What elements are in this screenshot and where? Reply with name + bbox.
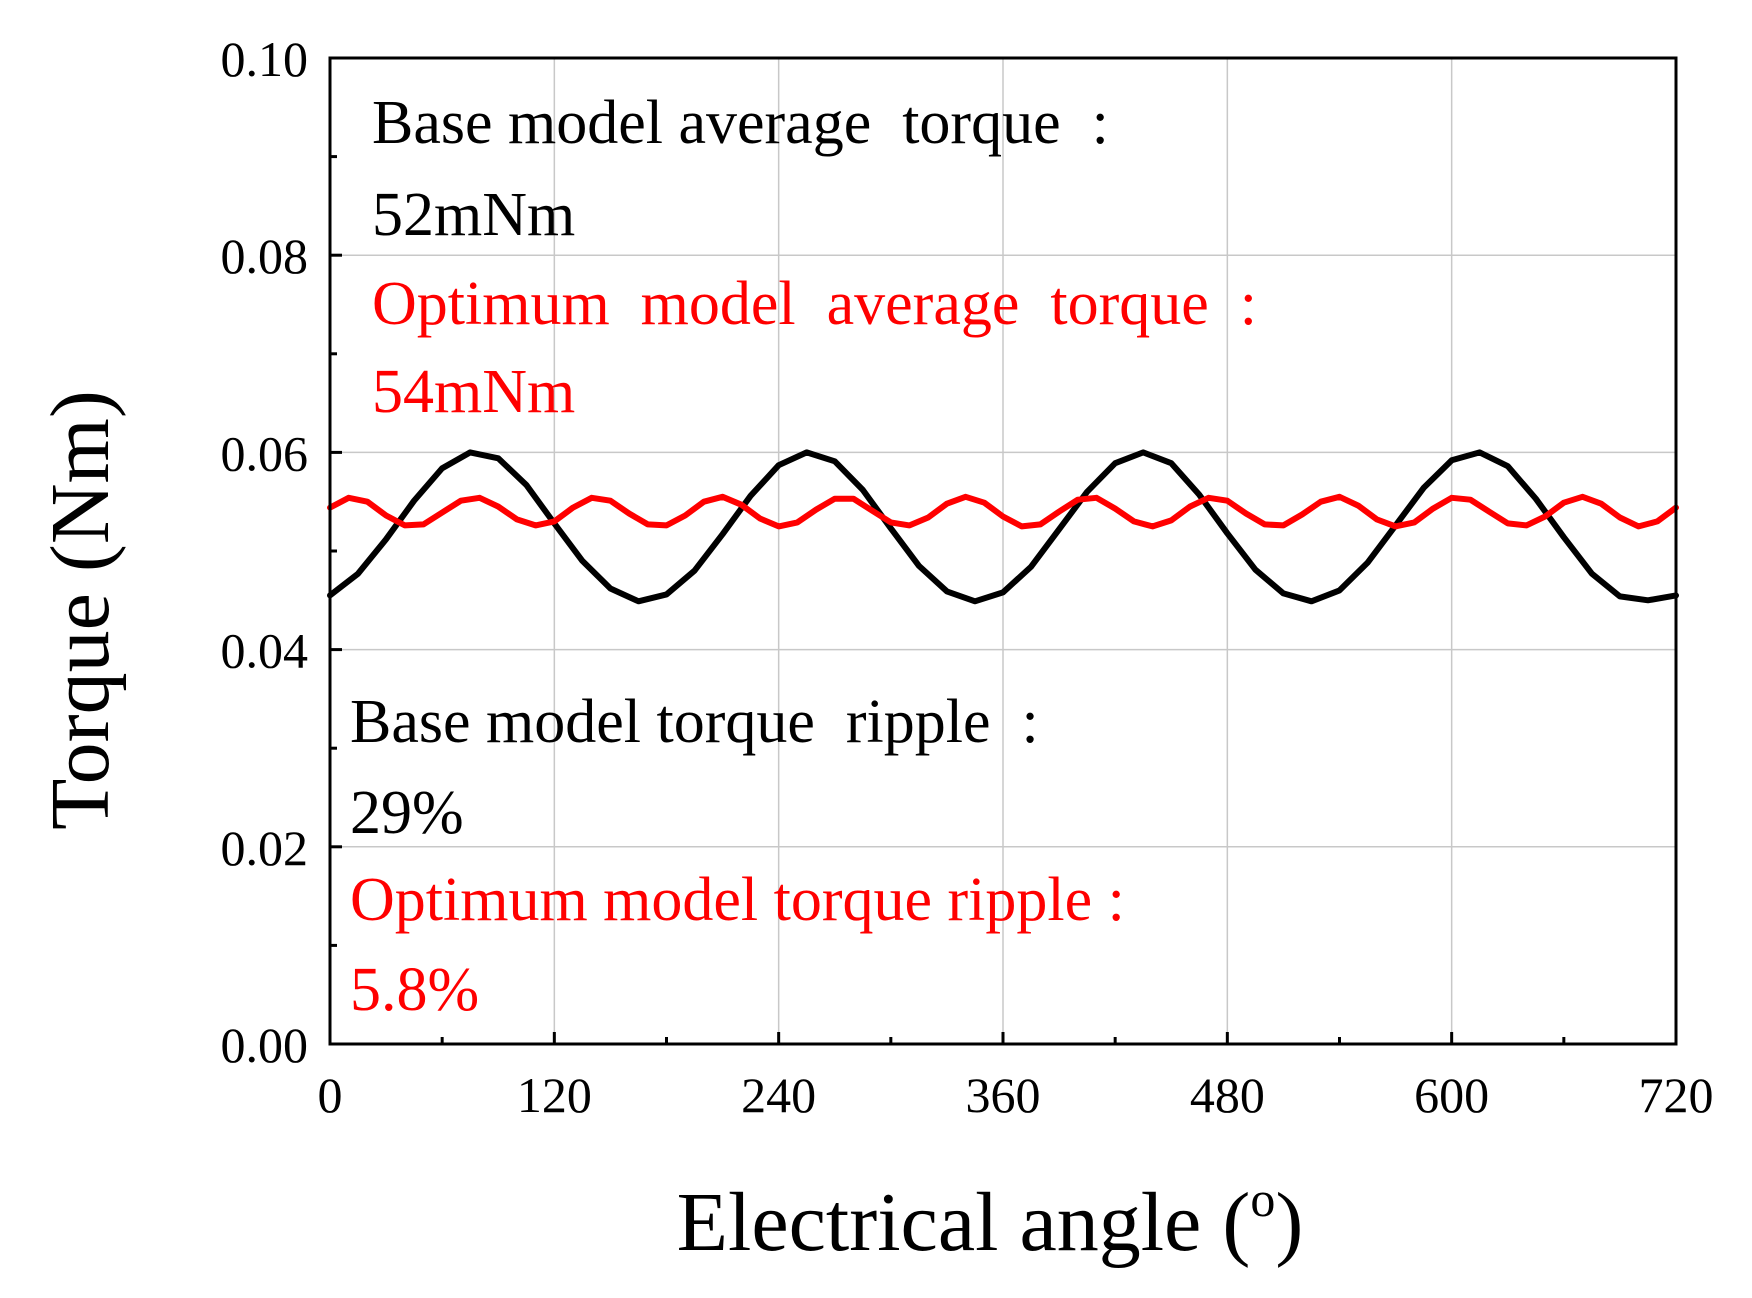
x-axis-label-suffix: ) — [1275, 1176, 1303, 1269]
x-tick-label: 480 — [1190, 1067, 1265, 1123]
x-tick-label: 120 — [517, 1067, 592, 1123]
x-axis-label-superscript: o — [1250, 1171, 1275, 1227]
series-group — [327, 449, 1679, 605]
axis-ticks: 0 120 240 360 480 600 720 0.00 0.02 0.04 0.06 0.08 0… — [221, 31, 1714, 1123]
y-tick-label: 0.06 — [221, 425, 309, 481]
x-axis-label: Electrical angle (o) — [677, 1171, 1304, 1269]
series-line-1 — [327, 493, 1679, 530]
x-tick-label: 0 — [318, 1067, 343, 1123]
annotation-base-average-value: 52mNm — [372, 181, 575, 249]
y-tick-label: 0.00 — [221, 1017, 309, 1073]
x-tick-label: 360 — [966, 1067, 1041, 1123]
annotation-base-ripple-label: Base model torque ripple : — [350, 688, 1039, 756]
x-tick-label: 240 — [741, 1067, 816, 1123]
annotation-base-average-label: Base model average torque : — [372, 89, 1109, 157]
y-axis-label: Torque (Nm) — [34, 390, 127, 830]
grid — [330, 58, 1676, 1044]
y-tick-label: 0.08 — [221, 228, 309, 284]
y-tick-label: 0.02 — [221, 820, 309, 876]
annotations: Base model average torque : 52mNm Optimu… — [350, 89, 1257, 1024]
annotation-optimum-average-label: Optimum model average torque : — [372, 270, 1257, 338]
annotation-base-ripple-value: 29% — [350, 779, 464, 847]
annotation-optimum-ripple-label: Optimum model torque ripple : — [350, 866, 1125, 934]
annotation-optimum-average-value: 54mNm — [372, 358, 575, 426]
y-tick-label: 0.04 — [221, 623, 309, 679]
annotation-optimum-ripple-value: 5.8% — [350, 956, 479, 1024]
x-tick-label: 720 — [1639, 1067, 1714, 1123]
x-tick-label: 600 — [1414, 1067, 1489, 1123]
y-tick-label: 0.10 — [221, 31, 309, 87]
